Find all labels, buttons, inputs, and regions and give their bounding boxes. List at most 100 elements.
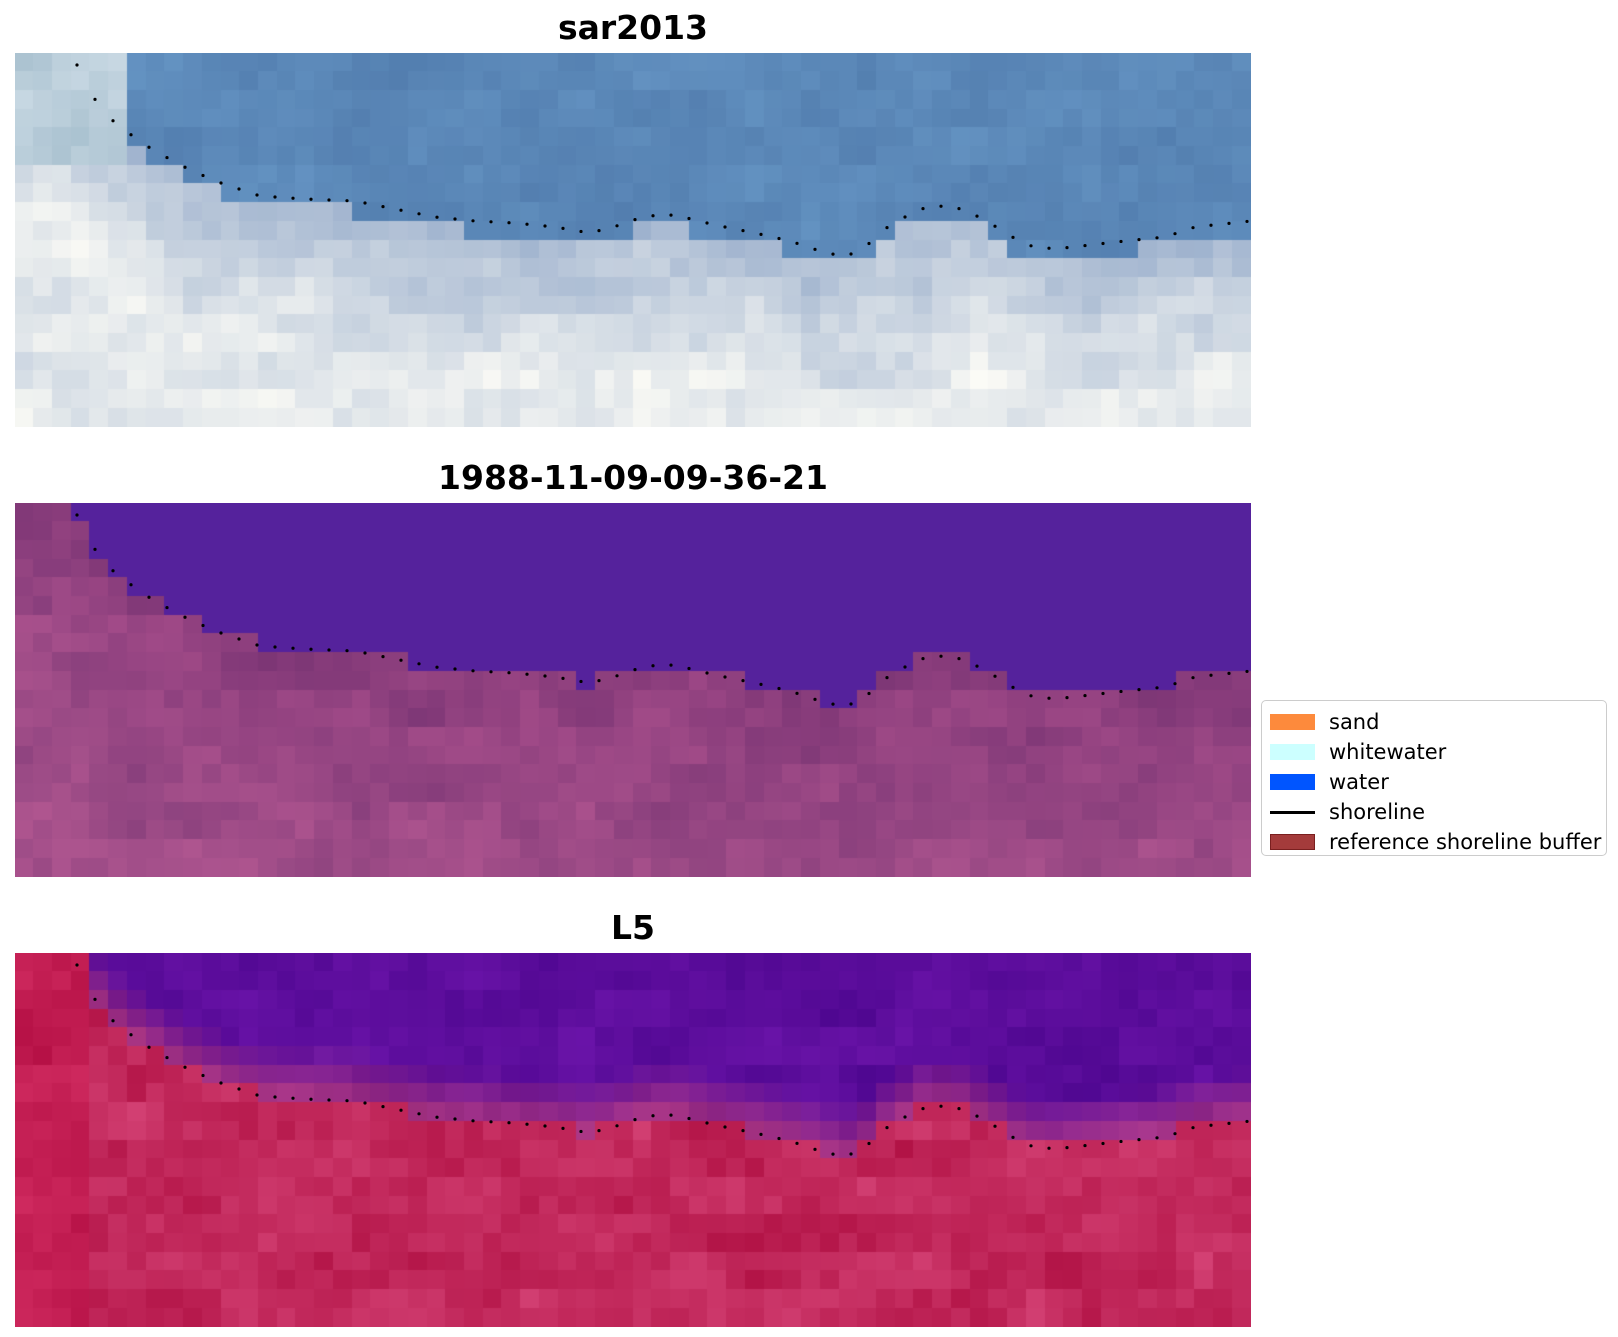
shoreline-dot	[921, 657, 925, 661]
shoreline-dot	[363, 1101, 367, 1105]
shoreline-dot	[885, 226, 889, 230]
shoreline-dot	[309, 197, 313, 201]
legend-item-shoreline: shoreline	[1262, 797, 1606, 827]
shoreline-dot	[1245, 219, 1249, 224]
shoreline-dot	[687, 216, 691, 221]
shoreline-dot	[165, 1055, 169, 1060]
shoreline-dot	[651, 1114, 655, 1118]
shoreline-dot	[237, 187, 241, 191]
shoreline-dot	[507, 671, 511, 675]
shoreline-dot	[363, 201, 367, 205]
shoreline-dot	[1227, 221, 1231, 225]
image-panel-sar2013	[15, 53, 1251, 427]
shoreline-dot	[831, 252, 835, 256]
shoreline-dot	[1137, 1138, 1141, 1142]
shoreline-dot	[687, 666, 691, 671]
shoreline-dot	[75, 513, 79, 517]
shoreline-dot	[669, 1113, 673, 1117]
legend-label: reference shoreline buffer	[1329, 830, 1602, 854]
legend-label: whitewater	[1329, 740, 1447, 764]
shoreline-dot	[435, 1115, 439, 1119]
shoreline-dot	[813, 1147, 817, 1151]
shoreline-dot	[309, 647, 313, 651]
shoreline-dot	[93, 997, 97, 1001]
shoreline-dot	[219, 631, 223, 635]
legend-item-sand: sand	[1262, 707, 1606, 737]
shoreline-dots	[75, 963, 1249, 1156]
shoreline-dot	[1065, 696, 1069, 700]
shoreline-dot	[795, 691, 799, 695]
shoreline-dot	[435, 665, 439, 669]
shoreline-dot	[1083, 693, 1087, 698]
shoreline-dot	[1011, 235, 1015, 239]
shoreline-dot	[795, 1141, 799, 1145]
shoreline-dot	[75, 63, 79, 67]
shoreline-dot	[1137, 238, 1141, 242]
shoreline-dot	[381, 205, 385, 209]
shoreline-dot	[777, 686, 781, 691]
shoreline-dot	[741, 1129, 745, 1133]
shoreline-dot	[291, 196, 295, 200]
shoreline-dot	[111, 569, 115, 573]
shoreline-dot	[939, 204, 943, 208]
shoreline-dot	[1155, 686, 1159, 690]
shoreline-dot	[1209, 673, 1213, 677]
shoreline-dot	[291, 1096, 295, 1100]
shoreline-dot	[831, 1152, 835, 1156]
shoreline-dot	[1227, 1121, 1231, 1125]
shoreline-dots	[75, 513, 1249, 706]
shoreline-dot	[201, 1073, 205, 1078]
legend-label: sand	[1329, 710, 1380, 734]
shoreline-dot	[219, 181, 223, 185]
shoreline-dot	[327, 198, 331, 202]
shoreline-dot	[975, 664, 979, 668]
shoreline-dot	[363, 651, 367, 655]
shoreline-dot	[849, 252, 853, 256]
legend-color-swatch	[1270, 834, 1315, 850]
shoreline-dot	[525, 1122, 529, 1126]
shoreline-dot	[273, 645, 277, 649]
shoreline-dot	[345, 1099, 349, 1103]
shoreline-dot	[93, 97, 97, 101]
shoreline-dot	[579, 679, 583, 684]
shoreline-dot	[345, 199, 349, 203]
shoreline-dot	[723, 675, 727, 679]
shoreline-dot	[921, 207, 925, 211]
legend-label: shoreline	[1329, 800, 1426, 824]
shoreline-dot	[1173, 232, 1177, 236]
shoreline-dot	[183, 1065, 187, 1069]
shoreline-dot	[705, 1121, 709, 1125]
shoreline-dot	[615, 674, 619, 678]
shoreline-dot	[255, 193, 259, 197]
legend-line-swatch	[1270, 810, 1315, 814]
shoreline-dot	[903, 215, 907, 219]
shoreline-dot	[849, 1152, 853, 1156]
shoreline-dot	[1245, 669, 1249, 674]
shoreline-dot	[471, 1119, 475, 1123]
shoreline-dot	[759, 682, 763, 686]
legend: sand whitewater water shoreline reference sh…	[1261, 700, 1607, 856]
shoreline-dot	[489, 1120, 493, 1124]
shoreline-dot	[201, 173, 205, 178]
shoreline-dot	[93, 547, 97, 551]
shoreline-dot	[417, 662, 421, 666]
shoreline-dot	[147, 145, 151, 149]
shoreline-dot	[813, 247, 817, 251]
shoreline-dot	[255, 1093, 259, 1097]
shoreline-dot	[1209, 223, 1213, 227]
shoreline-dot	[1029, 1144, 1033, 1148]
shoreline-dot	[489, 670, 493, 674]
legend-color-swatch	[1270, 744, 1315, 760]
shoreline-dot	[1155, 236, 1159, 240]
shoreline-dot	[273, 1095, 277, 1099]
shoreline-dot	[1191, 1126, 1195, 1130]
shoreline-dot	[381, 1105, 385, 1109]
shoreline-dot	[1011, 1135, 1015, 1139]
shoreline-dot	[327, 648, 331, 652]
shoreline-dot	[777, 1136, 781, 1141]
shoreline-dot	[723, 1125, 727, 1129]
legend-label: water	[1329, 770, 1389, 794]
shoreline-dot	[633, 668, 637, 672]
shoreline-dot	[1173, 1132, 1177, 1136]
shoreline-dot	[813, 697, 817, 701]
